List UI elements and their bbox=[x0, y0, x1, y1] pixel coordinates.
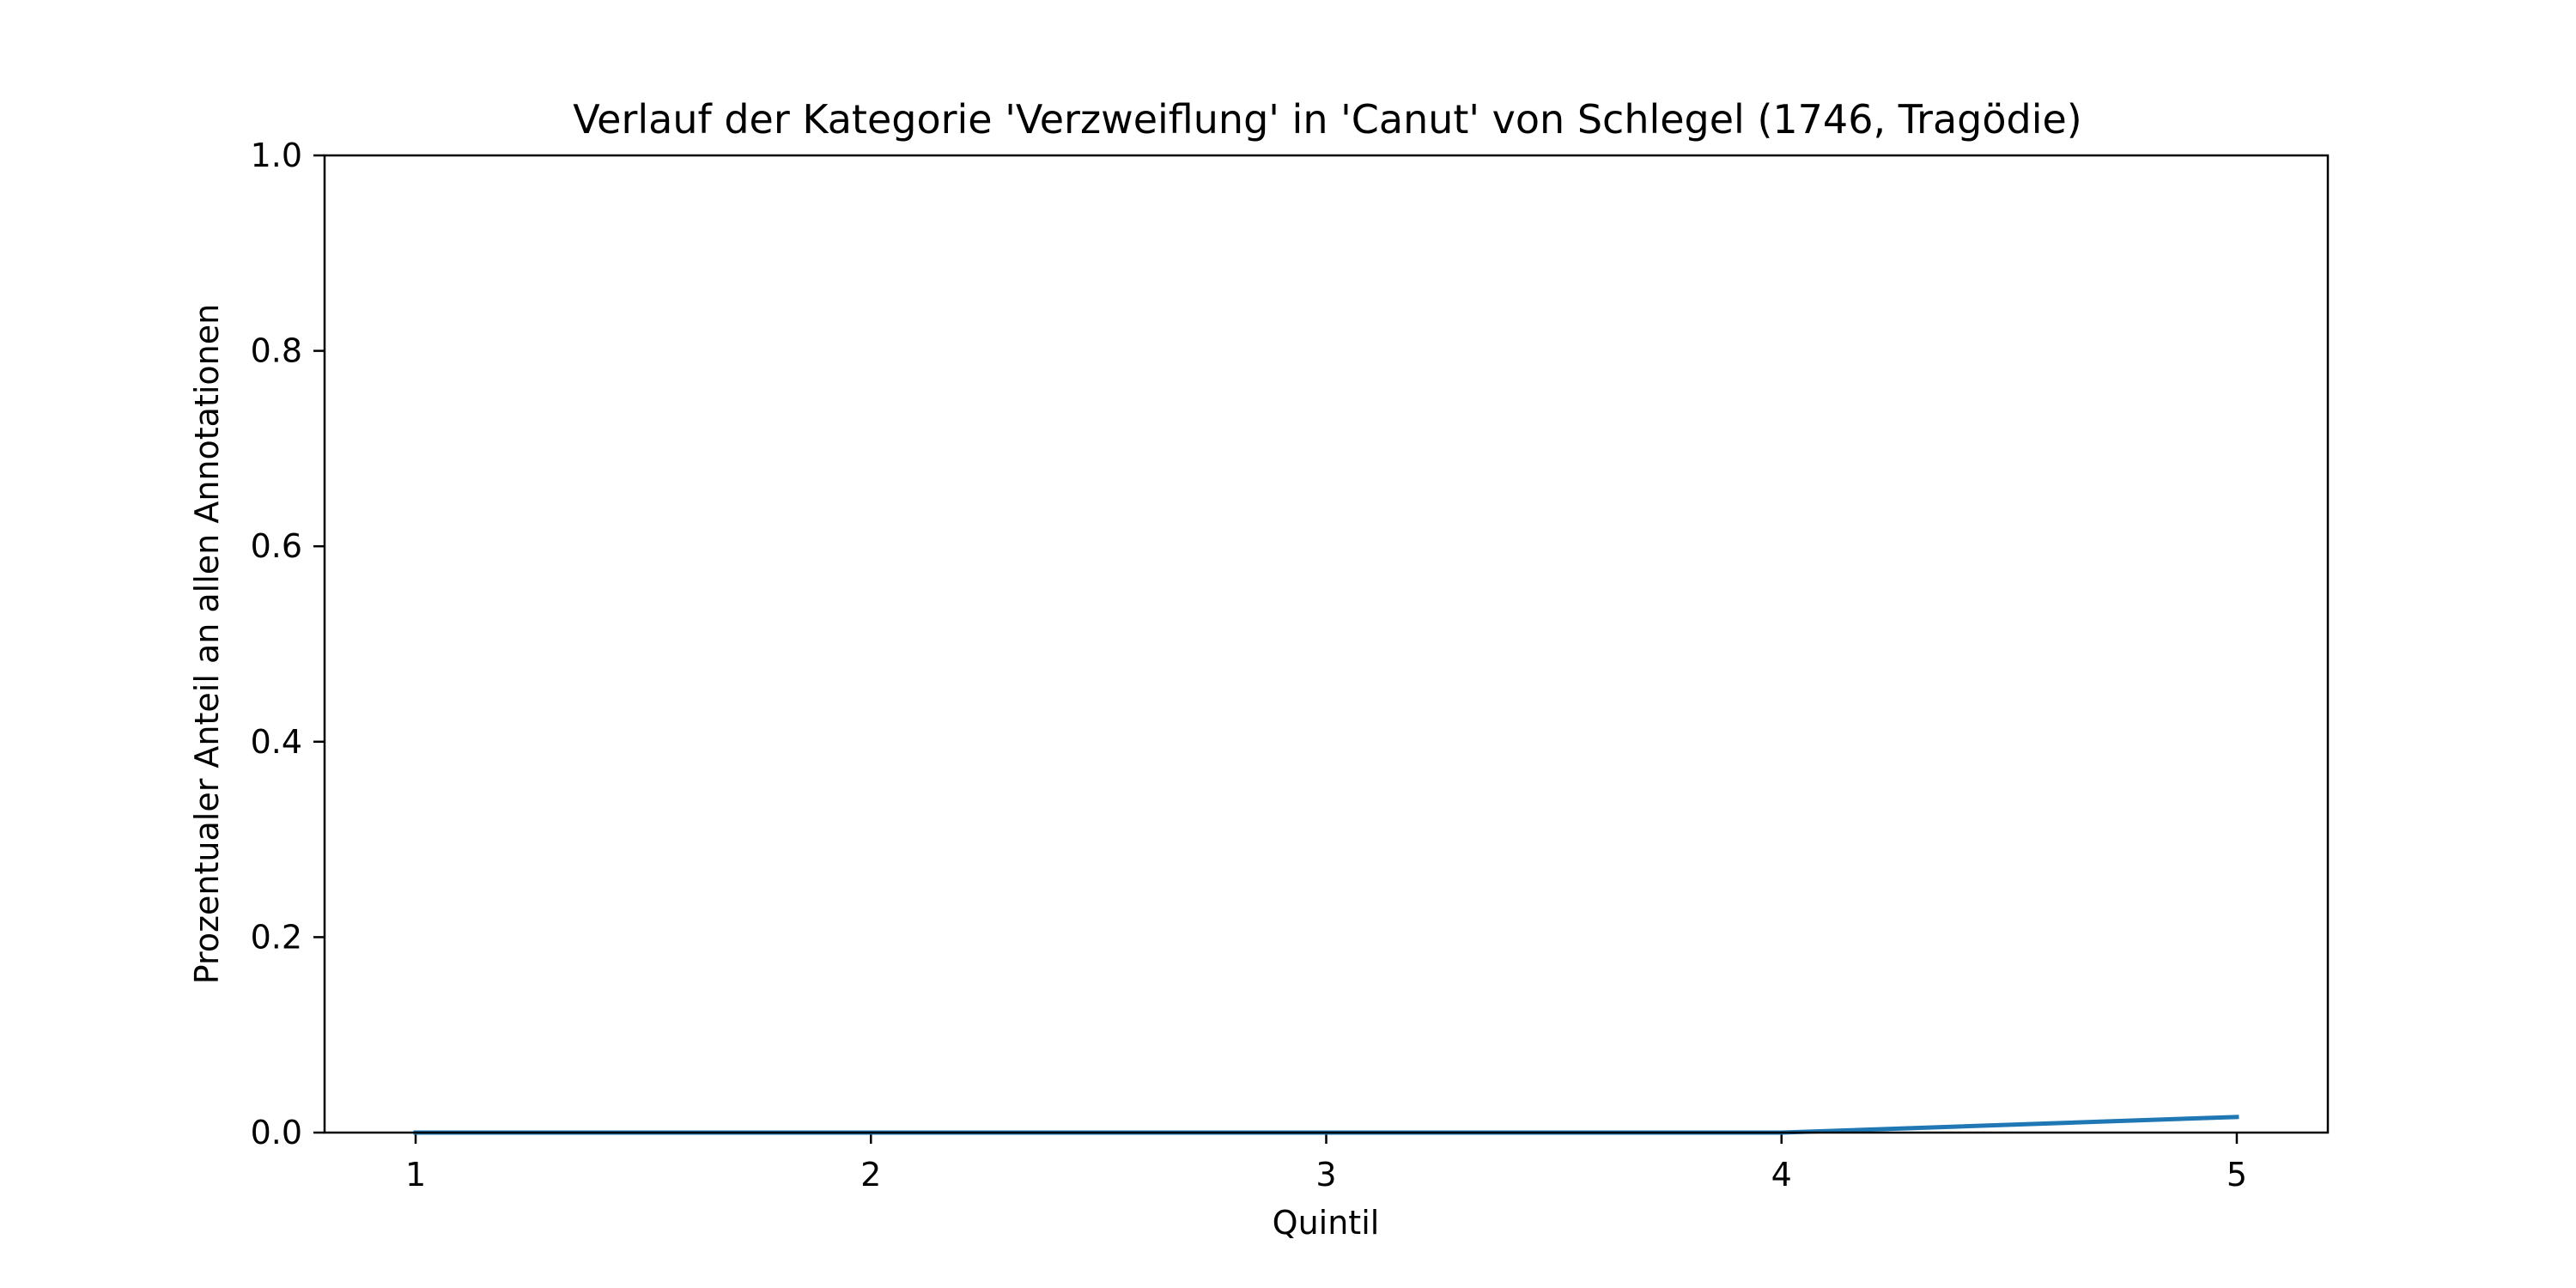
series-line bbox=[413, 1115, 2239, 1135]
plot-area-frame bbox=[323, 154, 2330, 1134]
y-tick-label: 1.0 bbox=[251, 137, 302, 174]
x-axis-label: Quintil bbox=[1273, 1204, 1380, 1242]
y-tick-label: 0.0 bbox=[251, 1114, 302, 1151]
y-axis-label: Prozentualer Anteil an allen Annotatione… bbox=[188, 304, 226, 984]
y-tick-label: 0.2 bbox=[251, 918, 302, 956]
y-tick-label: 0.6 bbox=[251, 527, 302, 565]
x-axis-ticks: 1 2 3 4 5 bbox=[405, 1133, 2247, 1194]
y-tick-label: 0.4 bbox=[251, 723, 302, 761]
x-tick-label: 2 bbox=[860, 1156, 881, 1194]
y-axis-ticks: 0.0 0.2 0.4 0.6 0.8 1.0 bbox=[251, 137, 325, 1151]
series-layer bbox=[413, 1115, 2239, 1135]
y-tick-label: 0.8 bbox=[251, 332, 302, 370]
chart-title: Verlauf der Kategorie 'Verzweiflung' in … bbox=[573, 96, 2081, 143]
x-tick-label: 1 bbox=[405, 1156, 426, 1194]
x-tick-label: 5 bbox=[2227, 1156, 2247, 1194]
x-tick-label: 4 bbox=[1771, 1156, 1792, 1194]
x-tick-label: 3 bbox=[1315, 1156, 1336, 1194]
